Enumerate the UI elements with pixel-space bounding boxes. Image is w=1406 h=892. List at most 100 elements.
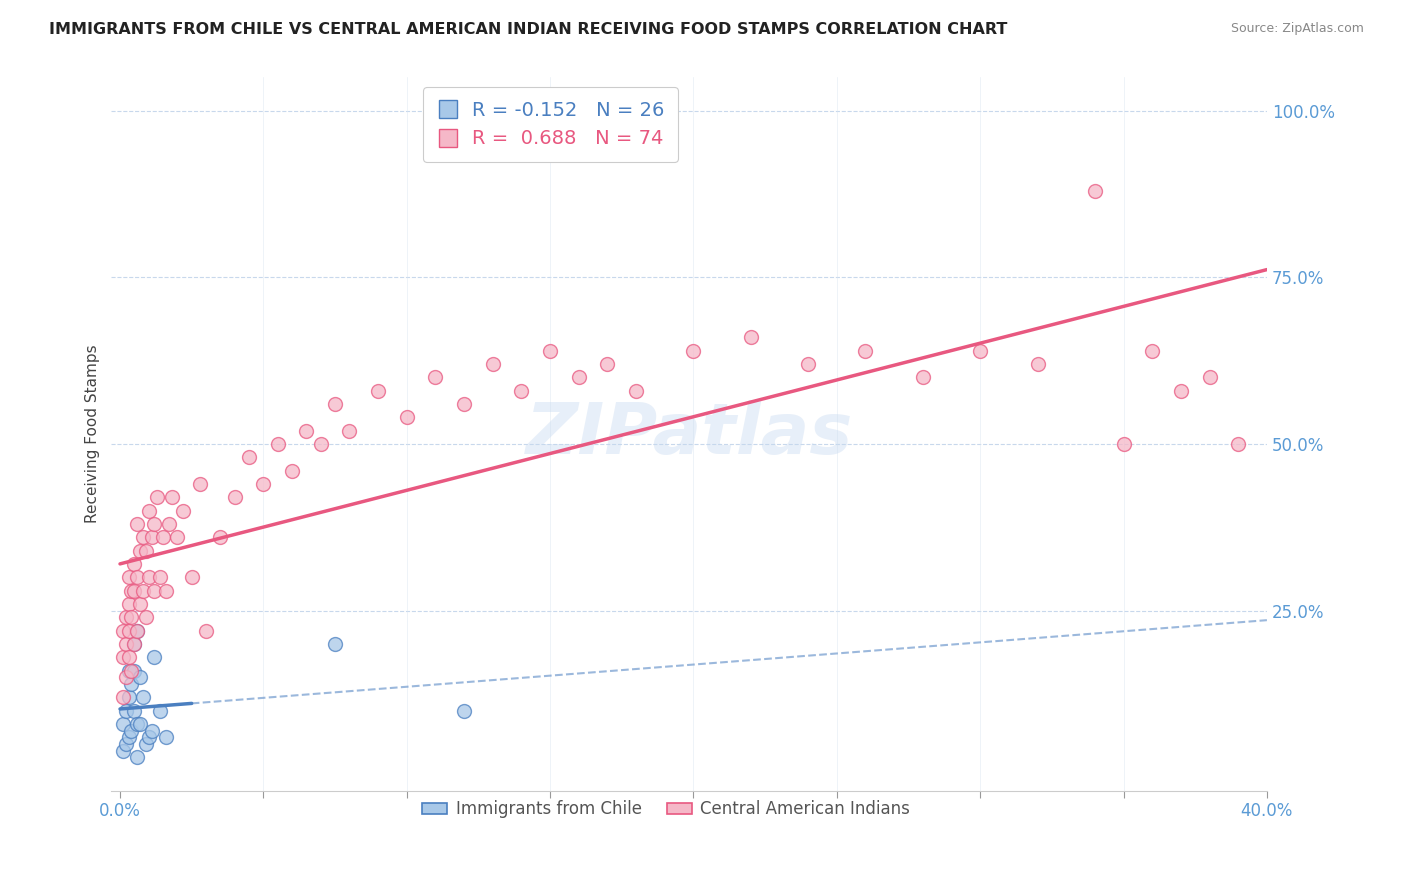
- Point: [117, 731, 139, 745]
- Point: [1026, 357, 1049, 371]
- Point: [121, 677, 143, 691]
- Point: [138, 503, 160, 517]
- Point: [138, 570, 160, 584]
- Point: [132, 583, 155, 598]
- Point: [209, 530, 232, 544]
- Point: [1227, 437, 1250, 451]
- Point: [111, 624, 134, 638]
- Point: [969, 343, 991, 358]
- Point: [114, 670, 136, 684]
- Point: [149, 704, 172, 718]
- Point: [127, 570, 149, 584]
- Point: [127, 750, 149, 764]
- Point: [129, 670, 152, 684]
- Point: [117, 570, 139, 584]
- Point: [510, 384, 533, 398]
- Point: [141, 723, 163, 738]
- Point: [111, 717, 134, 731]
- Point: [1112, 437, 1135, 451]
- Y-axis label: Receiving Food Stamps: Receiving Food Stamps: [86, 344, 100, 524]
- Point: [127, 624, 149, 638]
- Point: [238, 450, 260, 465]
- Point: [114, 737, 136, 751]
- Point: [155, 731, 177, 745]
- Point: [624, 384, 647, 398]
- Point: [453, 704, 475, 718]
- Point: [425, 370, 447, 384]
- Point: [337, 424, 360, 438]
- Point: [124, 704, 146, 718]
- Point: [155, 583, 177, 598]
- Point: [195, 624, 218, 638]
- Point: [1084, 184, 1107, 198]
- Point: [127, 717, 149, 731]
- Point: [157, 516, 180, 531]
- Point: [111, 650, 134, 665]
- Point: [911, 370, 934, 384]
- Point: [117, 690, 139, 705]
- Point: [117, 650, 139, 665]
- Point: [188, 477, 211, 491]
- Point: [295, 424, 318, 438]
- Point: [152, 530, 174, 544]
- Point: [252, 477, 274, 491]
- Point: [127, 516, 149, 531]
- Text: IMMIGRANTS FROM CHILE VS CENTRAL AMERICAN INDIAN RECEIVING FOOD STAMPS CORRELATI: IMMIGRANTS FROM CHILE VS CENTRAL AMERICA…: [49, 22, 1008, 37]
- Point: [138, 731, 160, 745]
- Point: [124, 637, 146, 651]
- Point: [309, 437, 332, 451]
- Point: [141, 530, 163, 544]
- Point: [568, 370, 591, 384]
- Point: [267, 437, 290, 451]
- Point: [481, 357, 503, 371]
- Point: [121, 723, 143, 738]
- Text: Source: ZipAtlas.com: Source: ZipAtlas.com: [1230, 22, 1364, 36]
- Point: [114, 637, 136, 651]
- Point: [538, 343, 561, 358]
- Point: [172, 503, 194, 517]
- Point: [135, 737, 157, 751]
- Point: [117, 664, 139, 678]
- Point: [121, 664, 143, 678]
- Point: [117, 624, 139, 638]
- Point: [124, 583, 146, 598]
- Text: ZIPatlas: ZIPatlas: [526, 400, 853, 468]
- Point: [596, 357, 619, 371]
- Point: [129, 543, 152, 558]
- Point: [149, 570, 172, 584]
- Point: [111, 743, 134, 757]
- Point: [129, 597, 152, 611]
- Point: [143, 583, 166, 598]
- Point: [180, 570, 202, 584]
- Point: [146, 491, 169, 505]
- Point: [395, 410, 418, 425]
- Point: [132, 690, 155, 705]
- Point: [111, 690, 134, 705]
- Point: [682, 343, 704, 358]
- Point: [135, 610, 157, 624]
- Point: [121, 583, 143, 598]
- Point: [132, 530, 155, 544]
- Point: [797, 357, 820, 371]
- Point: [323, 637, 346, 651]
- Point: [160, 491, 183, 505]
- Point: [114, 610, 136, 624]
- Point: [224, 491, 246, 505]
- Point: [127, 624, 149, 638]
- Point: [855, 343, 877, 358]
- Point: [121, 610, 143, 624]
- Point: [740, 330, 762, 344]
- Point: [135, 543, 157, 558]
- Point: [1198, 370, 1220, 384]
- Point: [114, 704, 136, 718]
- Point: [129, 717, 152, 731]
- Point: [166, 530, 188, 544]
- Legend: Immigrants from Chile, Central American Indians: Immigrants from Chile, Central American …: [416, 794, 917, 825]
- Point: [453, 397, 475, 411]
- Point: [1140, 343, 1163, 358]
- Point: [281, 464, 304, 478]
- Point: [1170, 384, 1192, 398]
- Point: [143, 516, 166, 531]
- Point: [143, 650, 166, 665]
- Point: [117, 597, 139, 611]
